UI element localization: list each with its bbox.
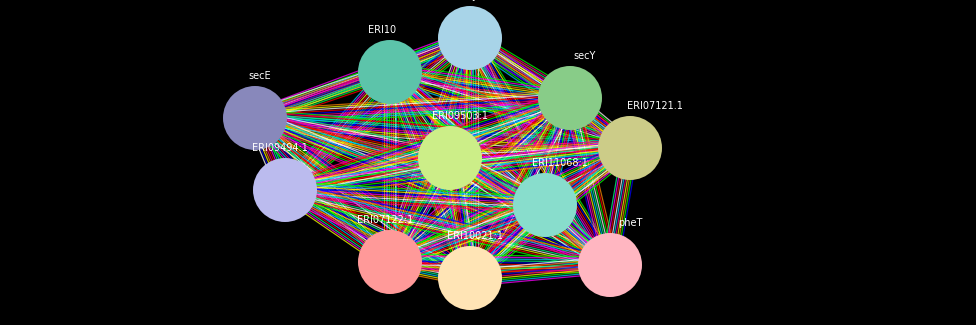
Circle shape bbox=[438, 246, 502, 310]
Text: pheT: pheT bbox=[618, 218, 642, 228]
Circle shape bbox=[438, 6, 502, 70]
Circle shape bbox=[513, 173, 577, 237]
Text: secE: secE bbox=[249, 71, 271, 81]
Text: ERI09503:1: ERI09503:1 bbox=[432, 111, 488, 121]
Circle shape bbox=[578, 233, 642, 297]
Circle shape bbox=[598, 116, 662, 180]
Text: yidC: yidC bbox=[471, 0, 493, 1]
Circle shape bbox=[418, 126, 482, 190]
Circle shape bbox=[358, 40, 422, 104]
Circle shape bbox=[358, 230, 422, 294]
Text: ERI09494:1: ERI09494:1 bbox=[252, 143, 308, 153]
Text: ERI07121.1: ERI07121.1 bbox=[627, 101, 683, 111]
Text: ERI11068:1: ERI11068:1 bbox=[532, 158, 588, 168]
Text: ERI10: ERI10 bbox=[368, 25, 396, 35]
Text: secY: secY bbox=[574, 51, 596, 61]
Circle shape bbox=[538, 66, 602, 130]
Text: ERI07122:1: ERI07122:1 bbox=[357, 215, 413, 225]
Circle shape bbox=[223, 86, 287, 150]
Text: ERI10021:1: ERI10021:1 bbox=[447, 231, 503, 241]
Circle shape bbox=[253, 158, 317, 222]
